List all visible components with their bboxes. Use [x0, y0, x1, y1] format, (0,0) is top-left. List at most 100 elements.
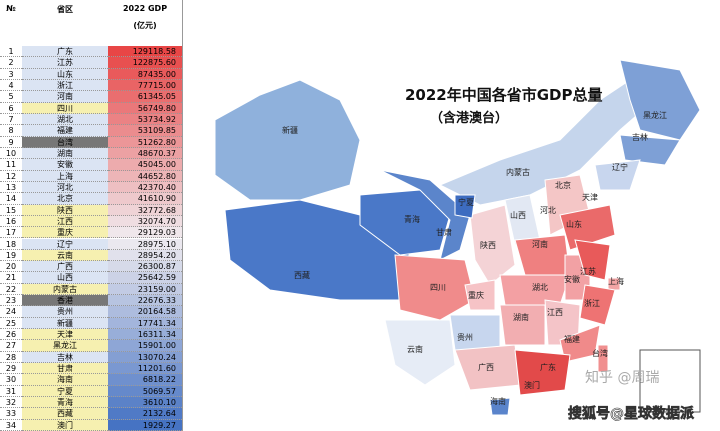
cell-province: 江西: [22, 215, 108, 228]
cell-gdp: 56749.80: [108, 102, 182, 114]
province-label: 江苏: [580, 266, 596, 276]
cell-rank: 13: [0, 181, 22, 194]
cell-gdp: 1929.27: [108, 419, 182, 431]
cell-rank: 25: [0, 317, 22, 330]
cell-gdp: 13070.24: [108, 351, 182, 364]
gdp-table: № 省区 2022 GDP (亿元) 1 广东 129118.58 2 江苏 122875…: [0, 0, 183, 431]
cell-gdp: 42370.40: [108, 181, 182, 194]
cell-gdp: 77715.00: [108, 79, 182, 92]
cell-rank: 27: [0, 340, 22, 352]
province-label: 贵州: [457, 332, 473, 342]
cell-province: 云南: [22, 249, 108, 262]
cell-province: 海南: [22, 374, 108, 386]
cell-rank: 23: [0, 295, 22, 307]
cell-gdp: 3610.10: [108, 397, 182, 409]
cell-rank: 29: [0, 363, 22, 375]
cell-province: 内蒙古: [22, 283, 108, 296]
cell-gdp: 53109.85: [108, 125, 182, 137]
cell-province: 浙江: [22, 79, 108, 92]
cell-rank: 6: [0, 102, 22, 114]
cell-province: 西藏: [22, 408, 108, 420]
cell-province: 广西: [22, 261, 108, 273]
cell-rank: 9: [0, 136, 22, 148]
province-label: 辽宁: [612, 162, 628, 172]
cell-rank: 20: [0, 261, 22, 273]
cell-province: 辽宁: [22, 238, 108, 250]
cell-rank: 24: [0, 306, 22, 318]
cell-rank: 18: [0, 238, 22, 250]
province-label: 陕西: [480, 240, 496, 250]
province-label: 广西: [478, 362, 494, 372]
watermark: 知乎 @周瑞: [585, 369, 659, 386]
province-label: 四川: [430, 283, 446, 292]
provinces: [214, 59, 701, 416]
cell-province: 福建: [22, 125, 108, 137]
cell-province: 安徽: [22, 159, 108, 171]
cell-gdp: 16311.34: [108, 329, 182, 341]
cell-province: 天津: [22, 329, 108, 341]
cell-gdp: 53734.92: [108, 113, 182, 126]
cell-rank: 17: [0, 227, 22, 239]
cell-province: 宁夏: [22, 385, 108, 398]
cell-gdp: 48670.37: [108, 147, 182, 160]
province-label: 上海: [608, 276, 624, 286]
cell-rank: 32: [0, 397, 22, 409]
cell-rank: 21: [0, 272, 22, 284]
province-label: 新疆: [282, 125, 298, 135]
header-province: 省区: [57, 5, 73, 14]
cell-rank: 14: [0, 193, 22, 205]
cell-gdp: 15901.00: [108, 340, 182, 352]
cell-province: 黑龙江: [22, 340, 108, 352]
cell-rank: 16: [0, 215, 22, 228]
province-label: 山东: [566, 219, 582, 229]
cell-gdp: 6818.22: [108, 374, 182, 386]
cell-gdp: 29129.03: [108, 227, 182, 239]
cell-rank: 2: [0, 57, 22, 69]
cell-rank: 26: [0, 329, 22, 341]
cell-province: 甘肃: [22, 363, 108, 375]
province-label: 甘肃: [436, 227, 452, 237]
cell-gdp: 17741.34: [108, 317, 182, 330]
cell-province: 河南: [22, 91, 108, 103]
cell-province: 山西: [22, 272, 108, 284]
province-label: 江西: [547, 308, 563, 317]
province-label: 山西: [510, 210, 526, 220]
cell-province: 新疆: [22, 317, 108, 330]
cell-rank: 22: [0, 283, 22, 296]
province-label: 河北: [540, 205, 556, 215]
province-label: 内蒙古: [506, 167, 530, 177]
cell-rank: 8: [0, 125, 22, 137]
cell-rank: 19: [0, 249, 22, 262]
province-label: 福建: [564, 334, 580, 344]
cell-province: 吉林: [22, 351, 108, 364]
province-label: 天津: [582, 192, 598, 202]
cell-gdp: 23159.00: [108, 283, 182, 296]
cell-province: 河北: [22, 181, 108, 194]
cell-gdp: 11201.60: [108, 363, 182, 375]
map-subtitle: （含港澳台）: [430, 110, 508, 126]
cell-gdp: 2132.64: [108, 408, 182, 420]
cell-rank: 5: [0, 91, 22, 103]
header-gdp: 2022 GDP: [122, 4, 168, 13]
cell-gdp: 28975.10: [108, 238, 182, 250]
province-label: 海南: [490, 396, 506, 406]
map: 2022年中国各省市GDP总量 （含港澳台） 知乎 @周瑞 搜狐号@星球数据派 …: [214, 59, 701, 422]
cell-rank: 3: [0, 68, 22, 80]
cell-rank: 4: [0, 79, 22, 92]
cell-province: 北京: [22, 193, 108, 205]
cell-rank: 12: [0, 170, 22, 182]
cell-gdp: 51262.80: [108, 136, 182, 148]
cell-rank: 11: [0, 159, 22, 171]
cell-gdp: 22676.33: [108, 295, 182, 307]
cell-province: 台湾: [22, 136, 108, 148]
cell-gdp: 129118.58: [108, 46, 182, 58]
cell-province: 四川: [22, 102, 108, 114]
province-label: 台湾: [592, 348, 608, 358]
cell-gdp: 5069.57: [108, 385, 182, 398]
cell-gdp: 32074.70: [108, 215, 182, 228]
cell-gdp: 44652.80: [108, 170, 182, 182]
cell-rank: 31: [0, 385, 22, 398]
cell-rank: 7: [0, 113, 22, 126]
cell-gdp: 20164.58: [108, 306, 182, 318]
